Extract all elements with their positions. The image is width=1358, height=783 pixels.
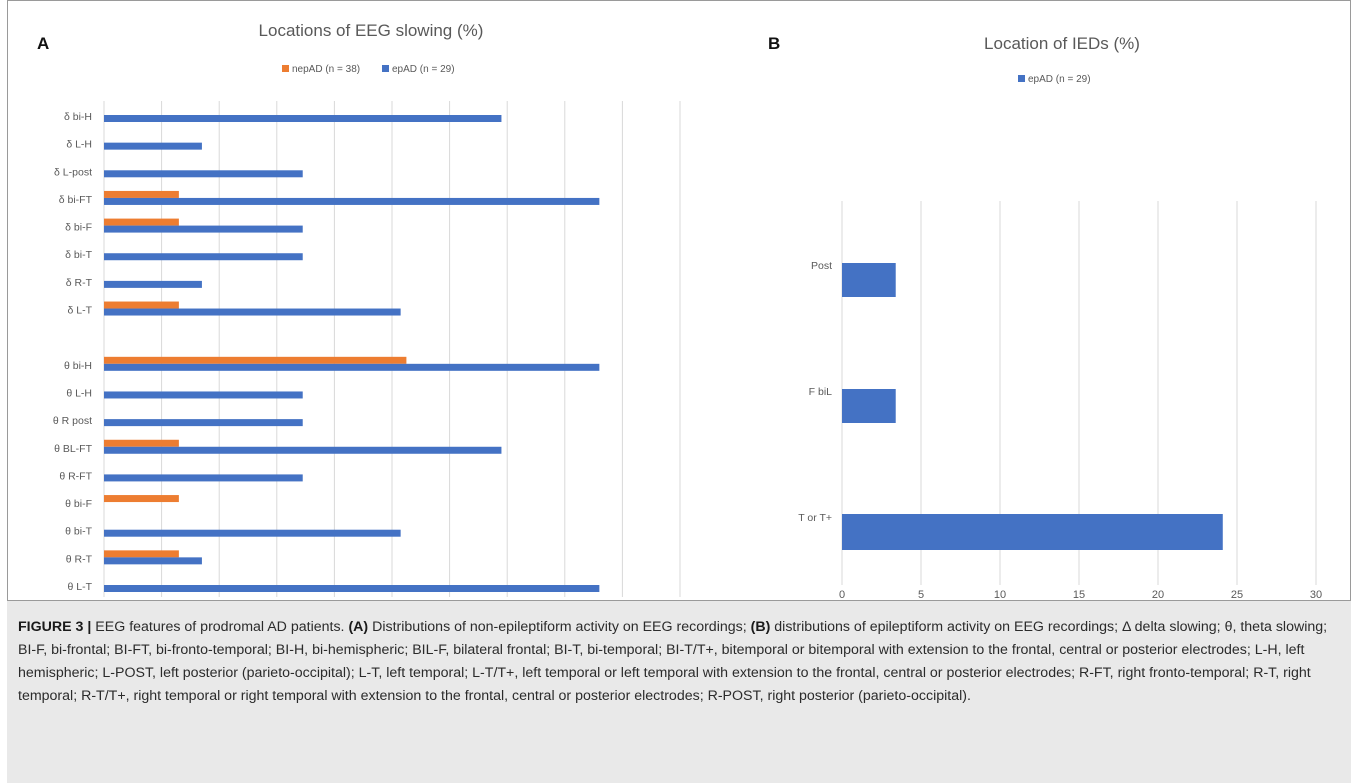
bar-epad <box>104 115 502 122</box>
bar-epad <box>104 419 303 427</box>
bar-epad <box>104 585 600 592</box>
category-label: δ bi-H <box>64 111 92 123</box>
category-label: δ L-T <box>67 305 92 317</box>
figure-caption: FIGURE 3 | EEG features of prodromal AD … <box>7 601 1351 783</box>
category-label: θ bi-H <box>64 360 92 372</box>
bar-epad <box>104 253 303 261</box>
caption-b-marker: (B) <box>750 619 771 635</box>
category-label: θ L-H <box>66 387 92 399</box>
caption-label: FIGURE 3 | <box>18 619 92 635</box>
x-tick-label: 25 <box>1231 589 1243 601</box>
category-label: Post <box>811 260 832 272</box>
bar-nepad <box>104 356 407 364</box>
category-label: δ bi-F <box>65 222 92 234</box>
x-tick-label: 30 <box>1310 589 1322 601</box>
legend-label-epad-b: epAD (n = 29) <box>1028 74 1091 85</box>
legend-label-nepad: nepAD (n = 38) <box>292 64 360 75</box>
panel-b-letter: B <box>768 34 780 53</box>
category-label: δ L-H <box>66 139 92 151</box>
bar-epad <box>842 389 896 423</box>
panel-b-x-ticks: 0 5 10 15 20 25 30 <box>839 589 1322 601</box>
bar-epad <box>842 263 896 297</box>
panel-b-legend: epAD (n = 29) <box>1018 74 1091 85</box>
category-label: θ L-T <box>67 581 92 593</box>
x-tick-label: 0 <box>839 589 845 601</box>
bar-nepad <box>104 218 179 226</box>
legend-swatch-nepad <box>282 65 289 72</box>
category-label: δ bi-T <box>65 249 92 261</box>
category-label: δ bi-FT <box>59 194 93 206</box>
bar-nepad <box>104 550 179 558</box>
panel-b-category-labels: Post F biL T or T+ <box>798 260 832 524</box>
bar-epad <box>104 446 502 454</box>
bar-epad <box>104 170 303 178</box>
bar-epad <box>104 363 600 371</box>
category-label: F biL <box>809 386 833 398</box>
panel-a-bars <box>104 115 600 592</box>
category-label: θ R post <box>53 415 92 427</box>
x-tick-label: 15 <box>1073 589 1085 601</box>
figure-frame <box>7 0 1351 601</box>
legend-label-epad-a: epAD (n = 29) <box>392 64 455 75</box>
category-label: T or T+ <box>798 512 832 524</box>
panel-a-letter: A <box>37 34 49 53</box>
bar-epad <box>104 529 401 537</box>
category-label: θ bi-F <box>65 498 92 510</box>
bar-epad <box>104 142 202 150</box>
caption-a-marker: (A) <box>348 619 369 635</box>
panel-b-title: Location of IEDs (%) <box>984 34 1140 53</box>
category-label: θ R-FT <box>59 470 92 482</box>
bar-epad <box>104 280 202 288</box>
panel-a-category-labels: δ bi-H δ L-H δ L-post δ bi-FT δ bi-F δ bi-T δ … <box>53 111 93 593</box>
x-tick-label: 10 <box>994 589 1006 601</box>
legend-swatch-epad-a <box>382 65 389 72</box>
caption-a-text: Distributions of non-epileptiform activi… <box>372 619 747 635</box>
bar-epad <box>104 225 303 233</box>
bar-nepad <box>104 190 179 198</box>
figure-charts: A Locations of EEG slowing (%) nepAD (n … <box>37 21 1322 601</box>
panel-a-gridlines <box>103 101 681 597</box>
bar-epad <box>104 308 401 316</box>
category-label: δ R-T <box>66 277 93 289</box>
category-label: θ R-T <box>66 553 93 565</box>
panel-b-bars <box>842 263 1223 550</box>
bar-epad <box>104 391 303 399</box>
panel-a-legend: nepAD (n = 38) epAD (n = 29) <box>282 64 455 75</box>
bar-epad <box>104 474 303 482</box>
bar-nepad <box>104 495 179 503</box>
panel-a-title: Locations of EEG slowing (%) <box>259 21 484 40</box>
category-label: θ bi-T <box>65 526 92 538</box>
x-tick-label: 20 <box>1152 589 1164 601</box>
caption-b-text: distributions of epileptiform activity o… <box>18 619 1328 704</box>
bar-epad <box>104 557 202 565</box>
bar-epad <box>104 197 600 205</box>
bar-nepad <box>104 439 179 447</box>
bar-nepad <box>104 301 179 309</box>
category-label: θ BL-FT <box>54 443 93 455</box>
legend-swatch-epad-b <box>1018 75 1025 82</box>
category-label: δ L-post <box>54 166 92 178</box>
bar-epad <box>842 514 1223 550</box>
caption-lead: EEG features of prodromal AD patients. <box>95 619 345 635</box>
x-tick-label: 5 <box>918 589 924 601</box>
